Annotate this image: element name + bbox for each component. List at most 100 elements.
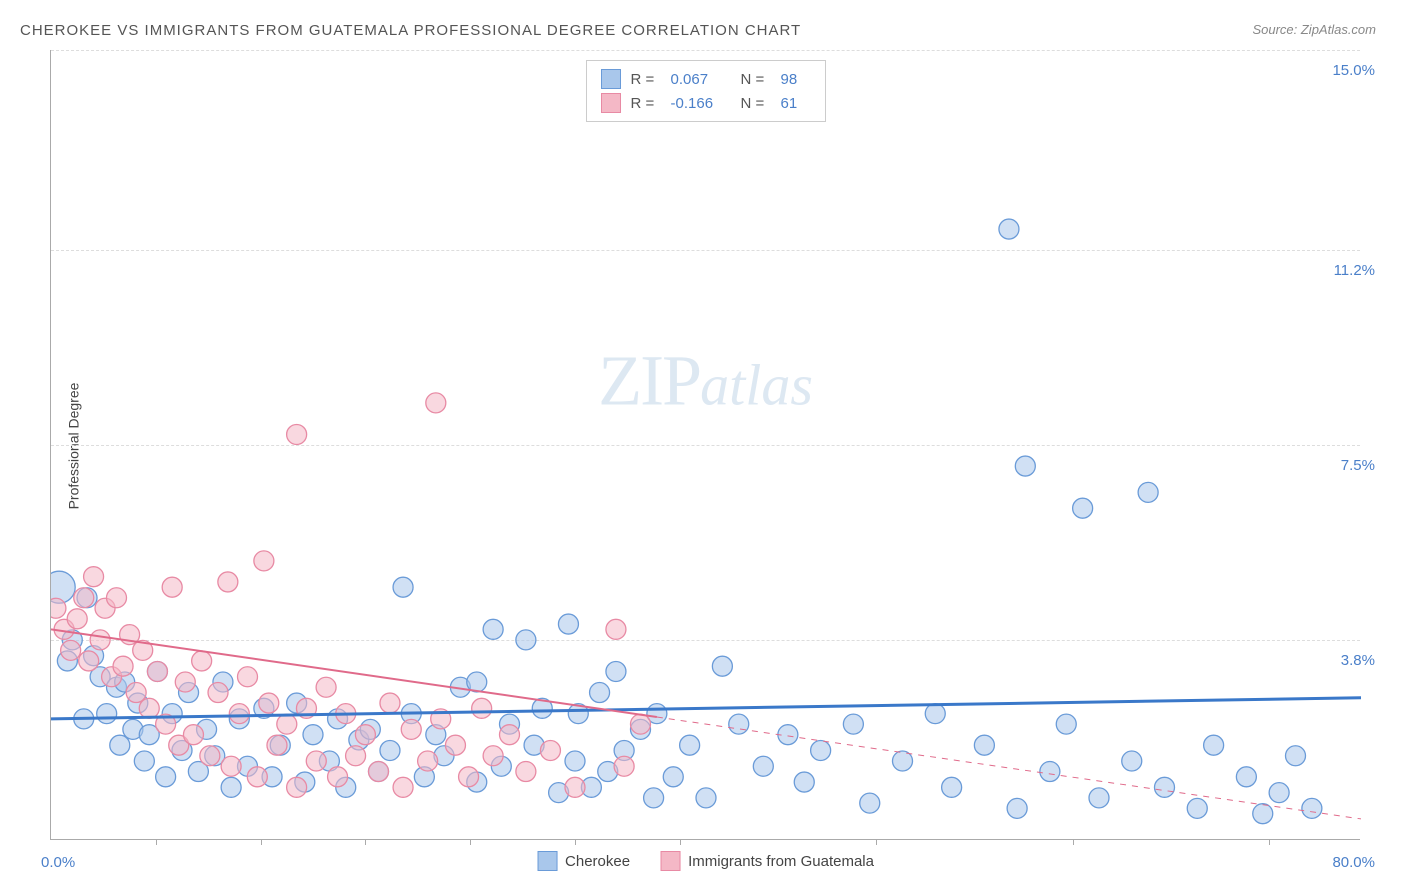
data-point: [1040, 762, 1060, 782]
data-point: [67, 609, 87, 629]
data-point: [925, 704, 945, 724]
data-point: [107, 588, 127, 608]
data-point: [259, 693, 279, 713]
plot-area: ZIPatlas R = 0.067 N = 98 R = -0.166 N =…: [50, 50, 1360, 840]
data-point: [306, 751, 326, 771]
data-point: [1269, 783, 1289, 803]
data-point: [753, 756, 773, 776]
data-point: [393, 777, 413, 797]
data-point: [606, 619, 626, 639]
data-point: [843, 714, 863, 734]
data-point: [1073, 498, 1093, 518]
legend-swatch-cherokee: [601, 69, 621, 89]
legend-swatch-cherokee-b: [537, 851, 557, 871]
r-value-cherokee: 0.067: [671, 71, 731, 88]
data-point: [147, 661, 167, 681]
data-point: [729, 714, 749, 734]
data-point: [1089, 788, 1109, 808]
data-point: [156, 767, 176, 787]
data-point: [614, 756, 634, 776]
data-point: [393, 577, 413, 597]
data-point: [483, 746, 503, 766]
data-point: [1302, 798, 1322, 818]
source-name: ZipAtlas.com: [1301, 22, 1376, 37]
data-point: [663, 767, 683, 787]
data-point: [1007, 798, 1027, 818]
data-point: [175, 672, 195, 692]
legend-swatch-guatemala-b: [660, 851, 680, 871]
legend-item-cherokee: Cherokee: [537, 851, 630, 871]
data-point: [254, 551, 274, 571]
data-point: [97, 704, 117, 724]
data-point: [680, 735, 700, 755]
data-point: [303, 725, 323, 745]
data-point: [1286, 746, 1306, 766]
data-point: [61, 640, 81, 660]
data-point: [500, 725, 520, 745]
correlation-legend: R = 0.067 N = 98 R = -0.166 N = 61: [586, 60, 826, 122]
data-point: [1253, 804, 1273, 824]
data-point: [401, 719, 421, 739]
data-point: [1187, 798, 1207, 818]
data-point: [794, 772, 814, 792]
r-value-guatemala: -0.166: [671, 95, 731, 112]
data-point: [459, 767, 479, 787]
data-point: [90, 630, 110, 650]
data-point: [74, 588, 94, 608]
data-point: [84, 567, 104, 587]
r-label: R =: [631, 71, 661, 88]
r-label: R =: [631, 95, 661, 112]
data-point: [418, 751, 438, 771]
data-point: [472, 698, 492, 718]
data-point: [860, 793, 880, 813]
legend-label-guatemala: Immigrants from Guatemala: [688, 853, 874, 870]
legend-swatch-guatemala: [601, 93, 621, 113]
data-point: [134, 751, 154, 771]
data-point: [79, 651, 99, 671]
n-label: N =: [741, 95, 771, 112]
chart-svg: [51, 50, 1361, 840]
x-axis-max-label: 80.0%: [1332, 854, 1375, 871]
data-point: [606, 661, 626, 681]
series-legend: Cherokee Immigrants from Guatemala: [537, 851, 874, 871]
data-point: [644, 788, 664, 808]
data-point: [1056, 714, 1076, 734]
data-point: [200, 746, 220, 766]
data-point: [712, 656, 732, 676]
data-point: [516, 630, 536, 650]
data-point: [192, 651, 212, 671]
data-point: [516, 762, 536, 782]
data-point: [208, 683, 228, 703]
data-point: [696, 788, 716, 808]
data-point: [565, 777, 585, 797]
data-point: [218, 572, 238, 592]
data-point: [1236, 767, 1256, 787]
data-point: [565, 751, 585, 771]
data-point: [974, 735, 994, 755]
data-point: [113, 656, 133, 676]
data-point: [426, 393, 446, 413]
n-value-guatemala: 61: [781, 95, 811, 112]
data-point: [631, 714, 651, 734]
data-point: [811, 740, 831, 760]
data-point: [445, 735, 465, 755]
data-point: [287, 424, 307, 444]
data-point: [369, 762, 389, 782]
data-point: [277, 714, 297, 734]
data-point: [110, 735, 130, 755]
source-attribution: Source: ZipAtlas.com: [1252, 22, 1376, 37]
data-point: [238, 667, 258, 687]
data-point: [287, 777, 307, 797]
legend-row-guatemala: R = -0.166 N = 61: [601, 91, 811, 115]
data-point: [355, 725, 375, 745]
data-point: [942, 777, 962, 797]
data-point: [126, 683, 146, 703]
legend-row-cherokee: R = 0.067 N = 98: [601, 67, 811, 91]
data-point: [380, 740, 400, 760]
data-point: [590, 683, 610, 703]
data-point: [999, 219, 1019, 239]
data-point: [558, 614, 578, 634]
data-point: [346, 746, 366, 766]
data-point: [380, 693, 400, 713]
n-label: N =: [741, 71, 771, 88]
